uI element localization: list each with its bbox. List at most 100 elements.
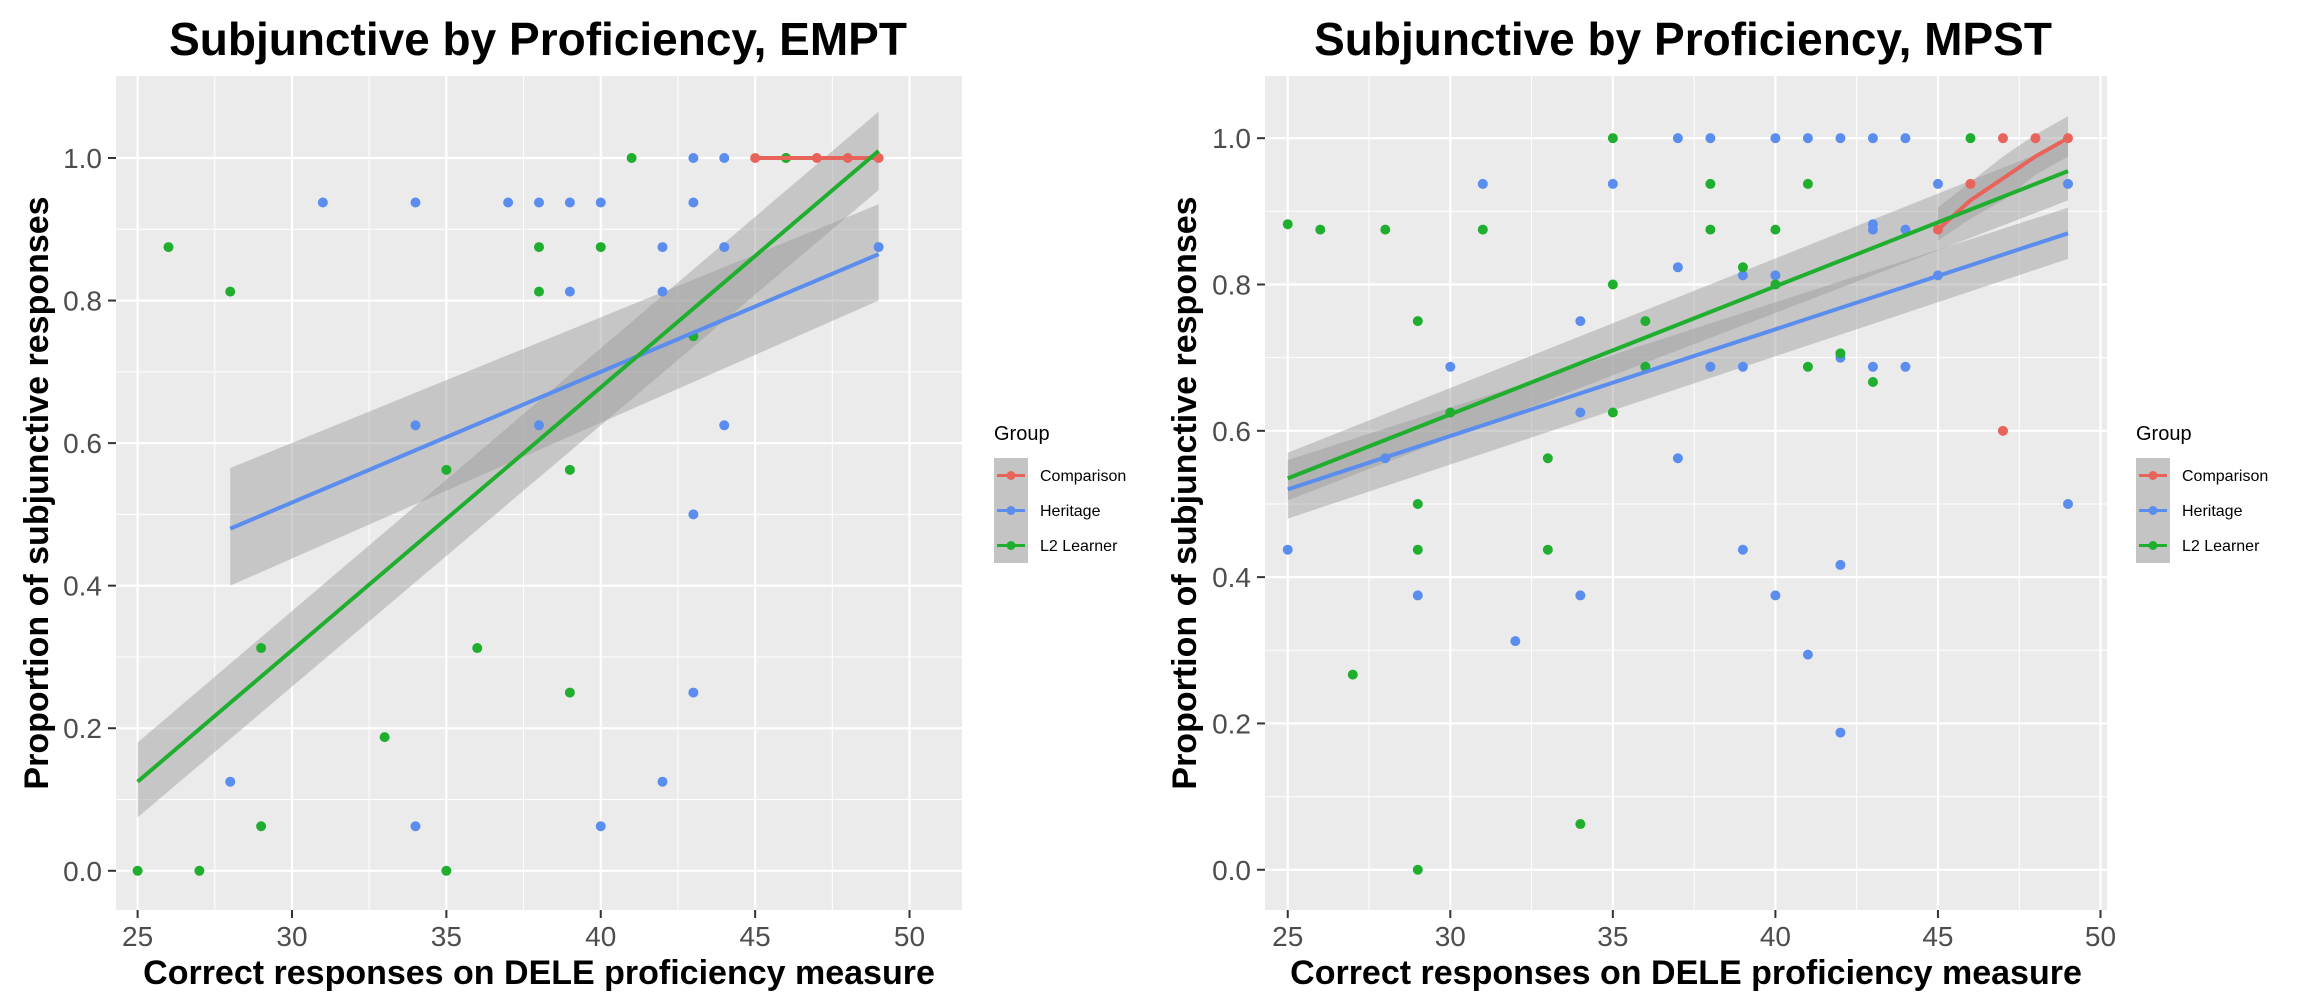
data-point — [1672, 133, 1683, 144]
x-tick-label: 30 — [276, 921, 307, 952]
data-point — [564, 464, 575, 475]
data-point — [595, 242, 606, 253]
legend-key-point — [2148, 471, 2158, 480]
data-point — [1932, 178, 1943, 189]
data-point — [1737, 544, 1748, 555]
legend-label: Heritage — [2182, 503, 2243, 520]
x-tick-label: 40 — [1760, 921, 1791, 952]
chart-panel-2: 25 30 35 40 45 50 0.0 0.2 0.4 0.6 0.8 1.0 Subjunctiv… — [1166, 13, 2268, 992]
y-tick-label: 0.4 — [1212, 562, 1251, 593]
data-point — [1412, 864, 1423, 875]
plot-panel — [1265, 76, 2107, 910]
data-point — [873, 242, 884, 253]
data-point — [317, 197, 328, 208]
legend-key-point — [2148, 541, 2158, 550]
data-point — [2030, 133, 2041, 144]
y-tick-label: 0.8 — [1212, 270, 1251, 301]
legend-label: L2 Learner — [1040, 538, 1118, 555]
data-point — [719, 152, 730, 163]
data-point — [1737, 270, 1748, 281]
data-point — [1770, 224, 1781, 235]
data-point — [1607, 178, 1618, 189]
x-tick-label: 35 — [431, 921, 462, 952]
chart-title: Subjunctive by Proficiency, MPST — [1314, 13, 2052, 65]
data-point — [626, 152, 637, 163]
data-point — [1477, 224, 1488, 235]
confidence-band-heritage — [230, 204, 879, 586]
chart-panel-1: 25 30 35 40 45 50 0.0 0.2 0.4 0.6 0.8 1.0 Subjunctiv… — [18, 13, 1126, 992]
y-tick-label: 1.0 — [63, 143, 102, 174]
data-point — [225, 776, 236, 787]
y-tick-label: 0.0 — [63, 856, 102, 887]
data-point — [1640, 316, 1651, 327]
y-tick-label: 1.0 — [1212, 123, 1251, 154]
fit-line-heritage — [229, 252, 880, 531]
data-point — [1770, 270, 1781, 281]
data-point — [719, 420, 730, 431]
legend-label: Comparison — [1040, 468, 1126, 485]
data-point — [1867, 133, 1878, 144]
data-point — [1835, 727, 1846, 738]
data-point — [1802, 649, 1813, 660]
series-l2-learner — [1282, 133, 1976, 875]
data-point — [657, 776, 668, 787]
legend-label: Heritage — [1040, 503, 1101, 520]
x-tick-label: 30 — [1435, 921, 1466, 952]
data-point — [534, 420, 544, 431]
data-point — [688, 152, 699, 163]
data-point — [163, 242, 174, 253]
y-tick-label: 0.6 — [63, 428, 102, 459]
x-axis-title: Correct responses on DELE proficiency me… — [143, 954, 935, 992]
data-point — [1802, 133, 1813, 144]
data-point — [472, 643, 483, 654]
data-point — [1867, 377, 1878, 388]
legend-key-point — [1006, 506, 1016, 515]
data-point — [1315, 224, 1326, 235]
y-axis-title: Proportion of subjunctive responses — [1166, 196, 1204, 789]
data-point — [1705, 224, 1716, 235]
data-point — [441, 464, 452, 475]
data-point — [256, 821, 267, 832]
x-tick-label: 35 — [1597, 921, 1628, 952]
data-point — [2062, 178, 2073, 189]
legend: Group Comparison Heritage L2 Learner — [994, 423, 1126, 563]
data-point — [1705, 361, 1716, 372]
data-point — [2062, 498, 2073, 509]
data-point — [1575, 819, 1586, 830]
fit-line-heritage — [1287, 231, 2069, 492]
series-l2-learner — [132, 152, 792, 876]
data-point — [1965, 178, 1976, 189]
data-point — [1575, 316, 1586, 327]
legend-key-point — [1006, 471, 1016, 480]
x-tick-label: 40 — [585, 921, 616, 952]
legend-key-point — [1006, 541, 1016, 550]
data-point — [1575, 407, 1586, 418]
data-point — [441, 865, 452, 876]
fit-line-l2-learner — [1287, 169, 2069, 481]
data-point — [1997, 133, 2008, 144]
data-point — [1412, 590, 1423, 601]
legend-title: Group — [2136, 423, 2192, 445]
data-point — [534, 286, 544, 297]
data-point — [1542, 544, 1553, 555]
data-point — [595, 821, 606, 832]
data-point — [657, 286, 668, 297]
data-point — [1607, 133, 1618, 144]
x-tick-label: 25 — [1272, 921, 1303, 952]
x-tick-label: 50 — [2085, 921, 2116, 952]
data-point — [564, 197, 575, 208]
data-point — [1347, 669, 1358, 680]
data-point — [1380, 224, 1391, 235]
data-point — [1965, 133, 1976, 144]
y-tick-label: 0.8 — [63, 286, 102, 317]
x-tick-label: 50 — [894, 921, 925, 952]
y-tick-label: 0.2 — [63, 713, 102, 744]
data-point — [564, 687, 575, 698]
data-point — [256, 643, 267, 654]
fit-line-comparison — [1936, 136, 2069, 232]
data-point — [410, 821, 421, 832]
data-point — [225, 286, 236, 297]
data-point — [1997, 425, 2008, 436]
y-tick-label: 0.4 — [63, 571, 102, 602]
